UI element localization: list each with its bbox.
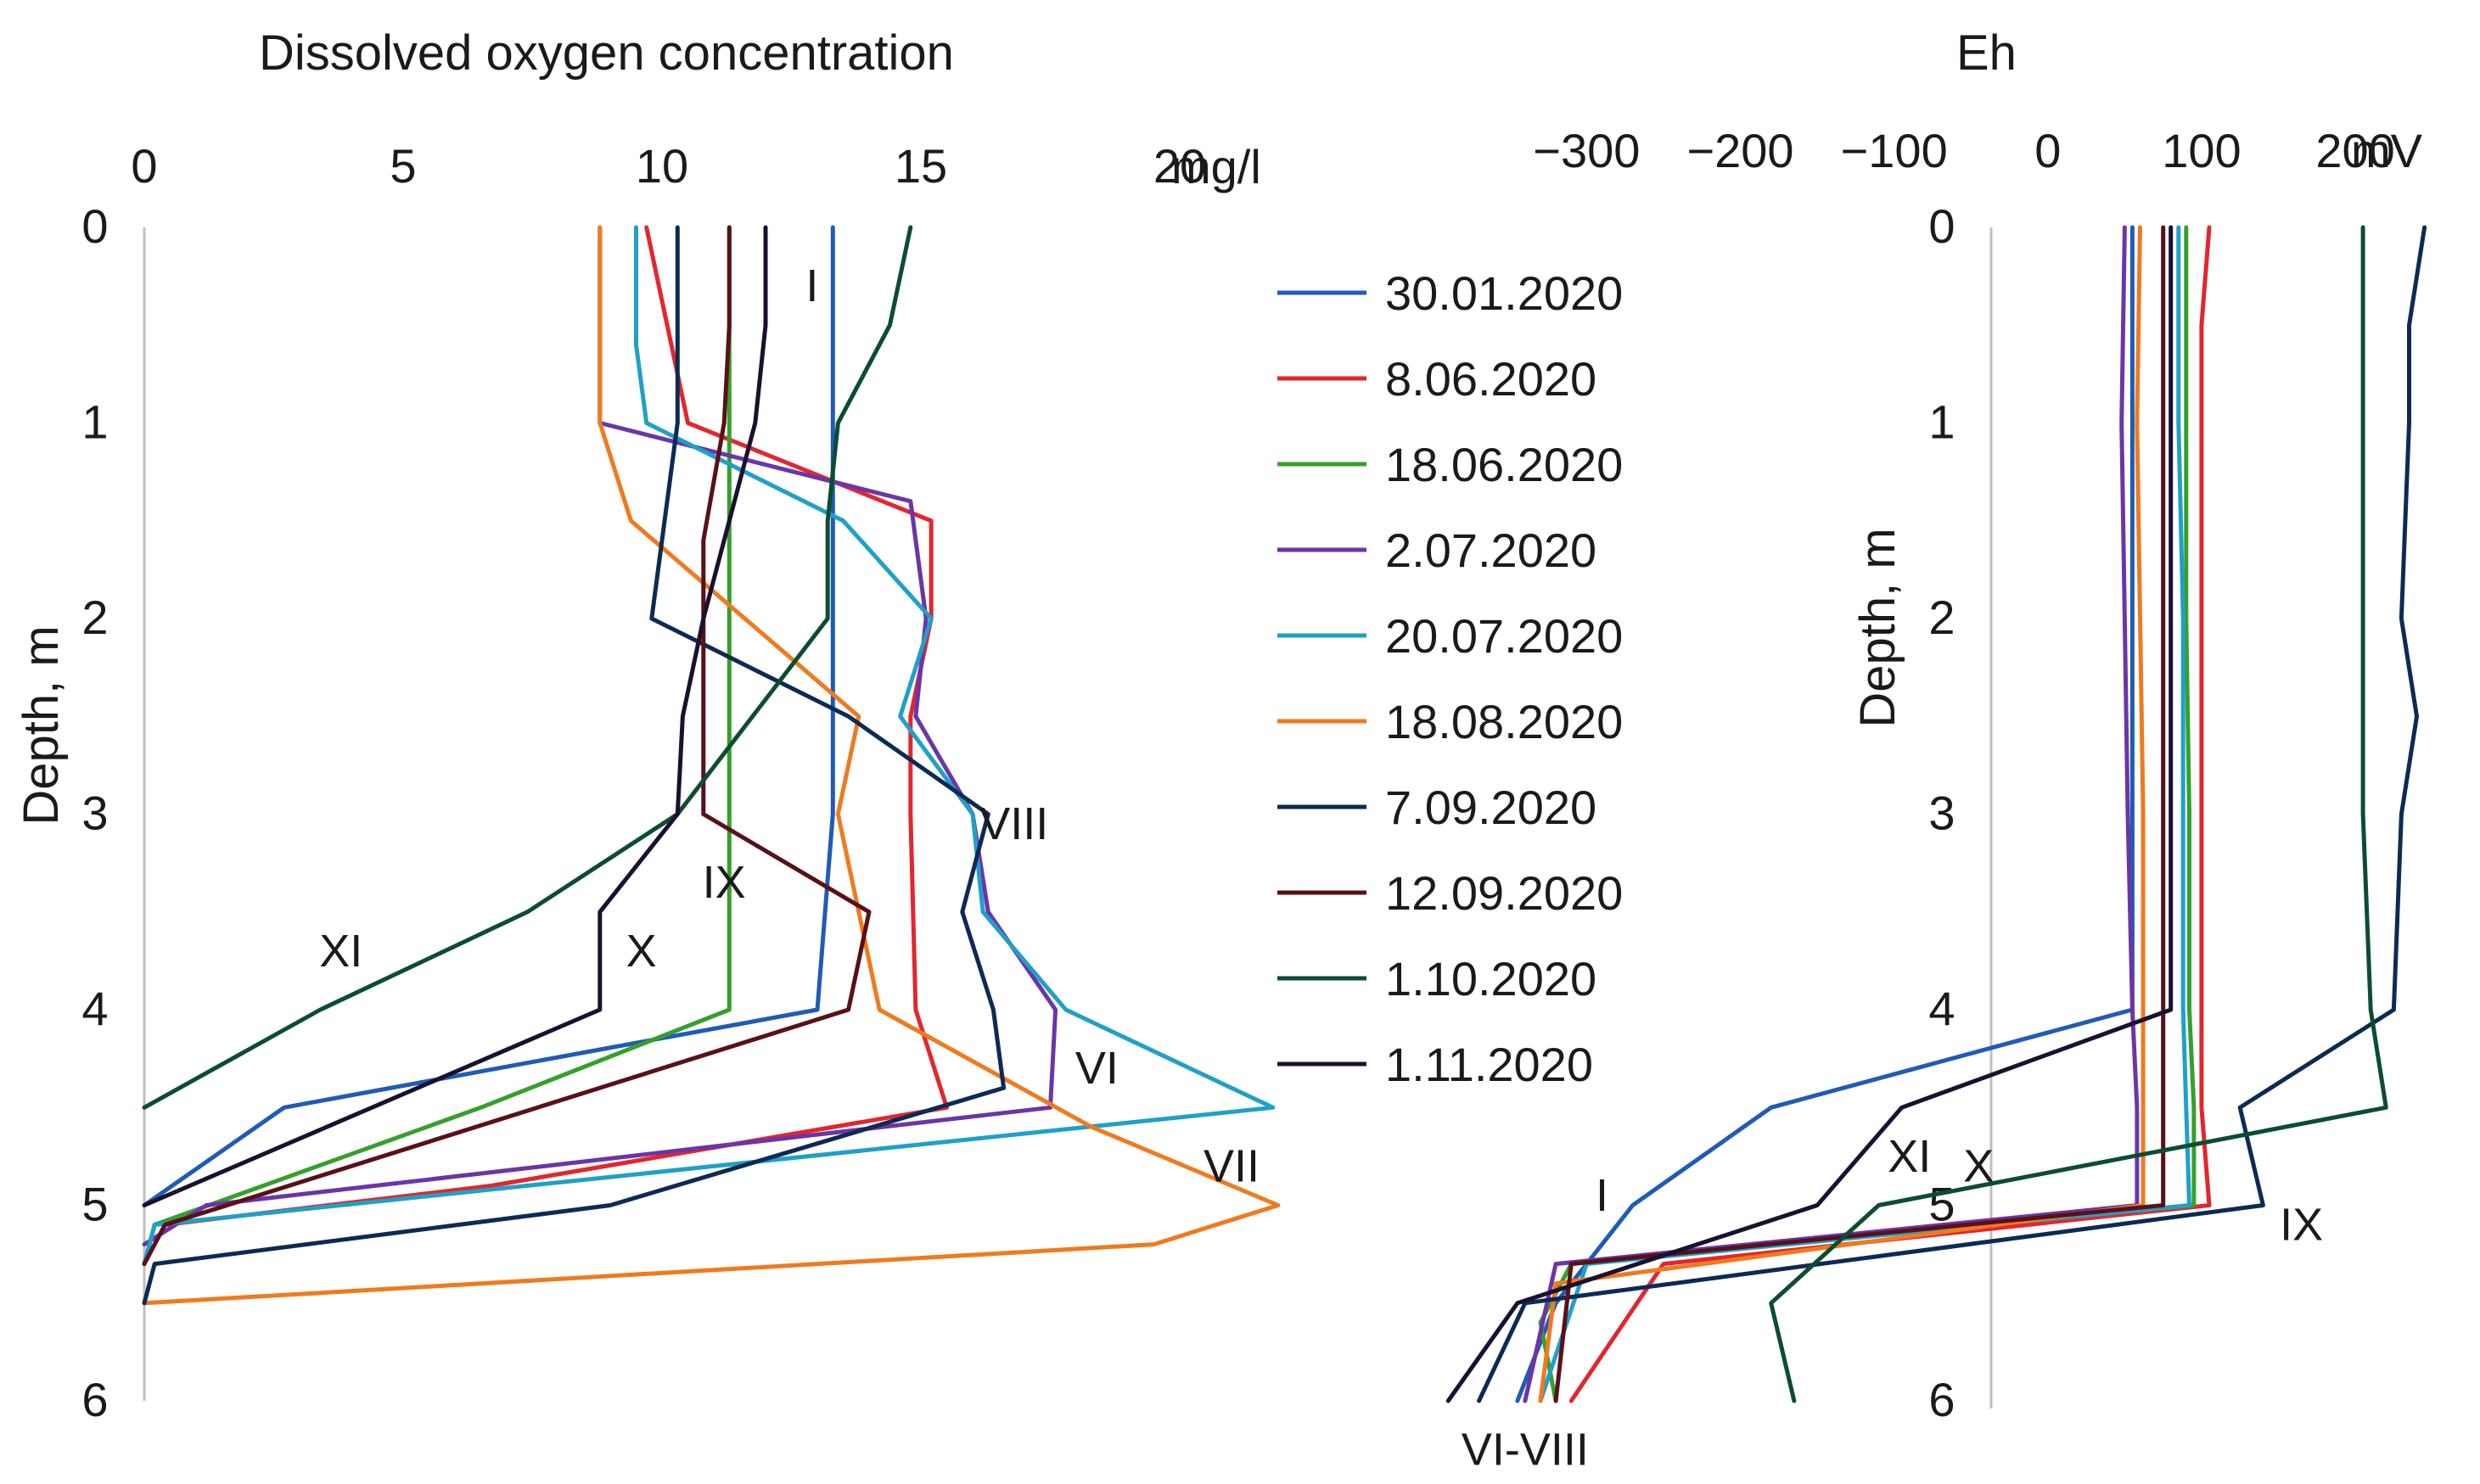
- legend-label-7: 12.09.2020: [1385, 866, 1623, 920]
- legend-label-9: 1.11.2020: [1385, 1038, 1593, 1091]
- do-annotation-1: VIII: [979, 798, 1048, 849]
- do-series-18.08.2020: [142, 225, 1281, 1306]
- eh-y-tick-5: 5: [1928, 1178, 1955, 1231]
- do-y-tick-5: 5: [81, 1178, 108, 1231]
- eh-x-tick-3: 0: [2034, 124, 2061, 177]
- do-x-tick-labels: 0 5 10 15 20: [131, 139, 1206, 193]
- eh-y-tick-3: 3: [1928, 787, 1955, 840]
- legend-label-0: 30.01.2020: [1385, 266, 1623, 320]
- eh-y-axis-label: Depth, m: [1850, 528, 1905, 727]
- do-annotations: I VIII IX X XI VI VII: [319, 260, 1260, 1191]
- do-series-8.06.2020: [142, 225, 949, 1267]
- do-chart-title: Dissolved oxygen concentration: [259, 25, 954, 81]
- legend-label-2: 18.06.2020: [1385, 438, 1623, 491]
- do-y-tick-6: 6: [81, 1373, 108, 1426]
- eh-series-20.07.2020: [1538, 225, 2191, 1403]
- do-x-unit-label: mg/l: [1171, 140, 1261, 193]
- eh-x-tick-2: −100: [1841, 124, 1948, 177]
- do-annotation-3: X: [626, 926, 657, 977]
- do-annotation-2: IX: [703, 857, 746, 908]
- do-y-tick-1: 1: [81, 395, 108, 449]
- do-series-group: [142, 225, 1281, 1306]
- eh-annotation-3: IX: [2280, 1200, 2323, 1251]
- do-annotation-5: VI: [1075, 1043, 1119, 1094]
- do-y-tick-3: 3: [81, 787, 108, 840]
- legend: 30.01.2020 8.06.2020 18.06.2020 2.07.2020 20…: [1277, 266, 1623, 1091]
- eh-series-group: [1445, 225, 2427, 1403]
- eh-annotation-4: VI-VIII: [1462, 1425, 1589, 1476]
- do-series-30.01.2020: [142, 225, 835, 1207]
- eh-series-1.11.2020: [1445, 225, 2174, 1403]
- eh-annotation-0: XI: [1888, 1131, 1931, 1182]
- eh-series-18.08.2020: [1538, 225, 2146, 1403]
- eh-chart: Eh −300 −200 −100 0 100 200 mV 0 1 2 3 4 5 6 Depth,…: [1445, 25, 2427, 1476]
- legend-label-8: 1.10.2020: [1385, 952, 1596, 1005]
- legend-label-5: 18.08.2020: [1385, 695, 1623, 748]
- eh-series-18.06.2020: [1538, 225, 2197, 1403]
- do-series-7.09.2020: [142, 225, 1007, 1306]
- do-annotation-4: XI: [319, 926, 362, 977]
- legend-label-3: 2.07.2020: [1385, 524, 1596, 577]
- eh-x-tick-1: −200: [1686, 124, 1793, 177]
- eh-y-tick-4: 4: [1928, 982, 1955, 1035]
- do-series-20.07.2020: [142, 225, 1276, 1267]
- do-series-1.10.2020: [142, 225, 913, 1110]
- eh-annotation-2: I: [1596, 1170, 1608, 1221]
- eh-x-tick-5: 200: [2315, 124, 2394, 177]
- do-y-tick-4: 4: [81, 982, 108, 1035]
- eh-series-12.09.2020: [1553, 225, 2166, 1403]
- do-series-1.11.2020: [142, 225, 768, 1207]
- eh-y-tick-1: 1: [1928, 395, 1955, 449]
- eh-series-7.09.2020: [1477, 225, 2427, 1403]
- eh-x-unit-label: mV: [2351, 124, 2423, 177]
- dissolved-oxygen-chart: Dissolved oxygen concentration 0 5 10 15 20 …: [14, 25, 1281, 1426]
- eh-y-tick-labels: 0 1 2 3 4 5 6: [1928, 199, 1955, 1426]
- do-series-12.09.2020: [142, 225, 872, 1267]
- eh-y-tick-2: 2: [1928, 591, 1955, 644]
- do-y-axis-label: Depth, m: [14, 625, 69, 825]
- legend-label-4: 20.07.2020: [1385, 609, 1623, 663]
- do-y-tick-0: 0: [81, 199, 108, 253]
- eh-y-tick-6: 6: [1928, 1373, 1955, 1426]
- eh-y-tick-0: 0: [1928, 199, 1955, 253]
- do-y-tick-2: 2: [81, 591, 108, 644]
- eh-series-1.10.2020: [1769, 225, 2388, 1403]
- eh-chart-title: Eh: [1956, 25, 2017, 81]
- legend-label-6: 7.09.2020: [1385, 781, 1596, 834]
- do-x-tick-4: 20: [1153, 139, 1206, 193]
- legend-label-1: 8.06.2020: [1385, 352, 1596, 406]
- eh-x-tick-0: −300: [1533, 124, 1640, 177]
- do-x-tick-1: 5: [390, 139, 416, 193]
- do-x-tick-3: 15: [895, 139, 947, 193]
- do-annotation-0: I: [805, 260, 818, 311]
- eh-x-tick-labels: −300 −200 −100 0 100 200: [1533, 124, 2395, 177]
- do-annotation-6: VII: [1204, 1140, 1260, 1191]
- eh-annotation-1: X: [1963, 1140, 1994, 1191]
- do-x-tick-0: 0: [131, 139, 157, 193]
- do-x-tick-2: 10: [636, 139, 688, 193]
- eh-x-tick-4: 100: [2162, 124, 2241, 177]
- do-y-tick-labels: 0 1 2 3 4 5 6: [81, 199, 108, 1426]
